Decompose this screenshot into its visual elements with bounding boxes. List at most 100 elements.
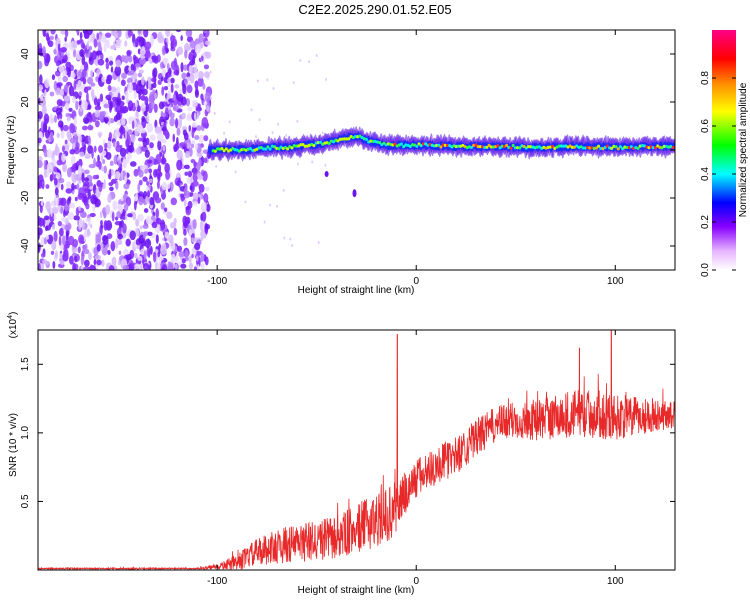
track-peak (294, 144, 298, 148)
noise-blob (96, 32, 100, 41)
track-peak (537, 145, 541, 149)
noise-speck (244, 200, 247, 204)
noise-blob (160, 76, 164, 82)
noise-blob (87, 266, 94, 270)
noise-blob (87, 135, 91, 143)
noise-blob (143, 250, 147, 261)
noise-blob (153, 67, 158, 78)
noise-blob (64, 30, 69, 38)
track-peak (660, 146, 664, 150)
noise-blob (190, 176, 193, 184)
noise-blob (110, 45, 117, 50)
noise-blob (161, 67, 167, 77)
noise-blob (38, 84, 44, 92)
noise-blob (71, 172, 78, 183)
noise-blob (64, 36, 67, 42)
noise-blob (108, 264, 115, 270)
track-peak (268, 147, 272, 151)
noise-blob (181, 258, 186, 264)
noise-blob (95, 160, 101, 168)
x-tick-label: -100 (207, 576, 227, 587)
track-peak (570, 145, 574, 149)
noise-blob (192, 171, 198, 183)
noise-blob (189, 185, 193, 191)
noise-blob (180, 62, 184, 73)
noise-blob (90, 194, 97, 205)
noise-blob (137, 30, 142, 35)
noise-blob (53, 230, 58, 242)
noise-blob (149, 196, 155, 206)
noise-blob (137, 72, 143, 78)
noise-blob (118, 250, 122, 255)
track-peak (404, 143, 408, 147)
y-tick-label: 0.5 (20, 494, 31, 508)
track-peak (345, 137, 349, 141)
noise-blob (203, 135, 209, 142)
noise-blob (58, 65, 65, 73)
noise-blob (155, 153, 162, 165)
noise-speck (292, 80, 295, 84)
noise-blob (46, 149, 53, 158)
noise-speck (283, 236, 286, 240)
noise-blob (95, 50, 103, 56)
noise-blob (197, 71, 204, 79)
noise-blob (176, 91, 179, 100)
noise-blob (135, 100, 138, 108)
noise-blob (72, 262, 76, 270)
noise-blob (163, 85, 169, 91)
spectrogram-marks (38, 30, 675, 270)
track-peak (272, 145, 276, 149)
noise-blob (114, 171, 121, 180)
noise-blob (70, 155, 76, 166)
track-peak (485, 145, 489, 149)
noise-blob (135, 218, 140, 227)
noise-blob (117, 233, 123, 240)
noise-blob (49, 91, 55, 97)
snr-marks (38, 330, 675, 570)
noise-blob (191, 233, 195, 239)
noise-blob (120, 79, 126, 87)
noise-blob (164, 207, 168, 212)
track-peak (318, 140, 322, 144)
noise-blob (121, 72, 127, 79)
noise-blob (161, 86, 165, 96)
noise-blob (117, 76, 121, 83)
noise-blob (66, 130, 72, 138)
noise-blob (123, 203, 129, 212)
track-peak (551, 144, 555, 149)
x-tick-label: 0 (413, 276, 419, 287)
noise-blob (62, 124, 69, 132)
noise-blob (63, 95, 71, 102)
colorbar-tick-label: 0.6 (700, 119, 711, 133)
noise-blob (102, 235, 109, 246)
noise-blob (61, 216, 68, 222)
noise-blob (83, 177, 90, 182)
noise-blob (154, 197, 162, 204)
noise-blob (183, 164, 190, 170)
noise-blob (81, 172, 85, 183)
noise-blob (53, 80, 58, 91)
noise-blob (179, 88, 183, 95)
noise-blob (206, 203, 211, 212)
noise-blob (108, 55, 114, 62)
noise-blob (113, 154, 118, 165)
track-peak (575, 144, 579, 148)
colorbar-tick-label: 0.0 (700, 263, 711, 277)
noise-blob (59, 88, 65, 97)
noise-blob (108, 60, 114, 66)
noise-blob (150, 101, 155, 110)
track-peak (454, 144, 458, 149)
noise-blob (194, 242, 201, 251)
y-tick-label: 0 (20, 147, 31, 153)
noise-blob (145, 195, 151, 204)
noise-blob (56, 159, 63, 166)
noise-blob (109, 186, 114, 192)
track-peak (483, 145, 487, 150)
noise-speck (256, 79, 259, 83)
noise-blob (186, 84, 193, 94)
noise-blob (79, 31, 83, 40)
track-peak (301, 142, 305, 147)
noise-blob (40, 200, 44, 207)
noise-blob (38, 215, 41, 226)
noise-blob (148, 178, 153, 183)
